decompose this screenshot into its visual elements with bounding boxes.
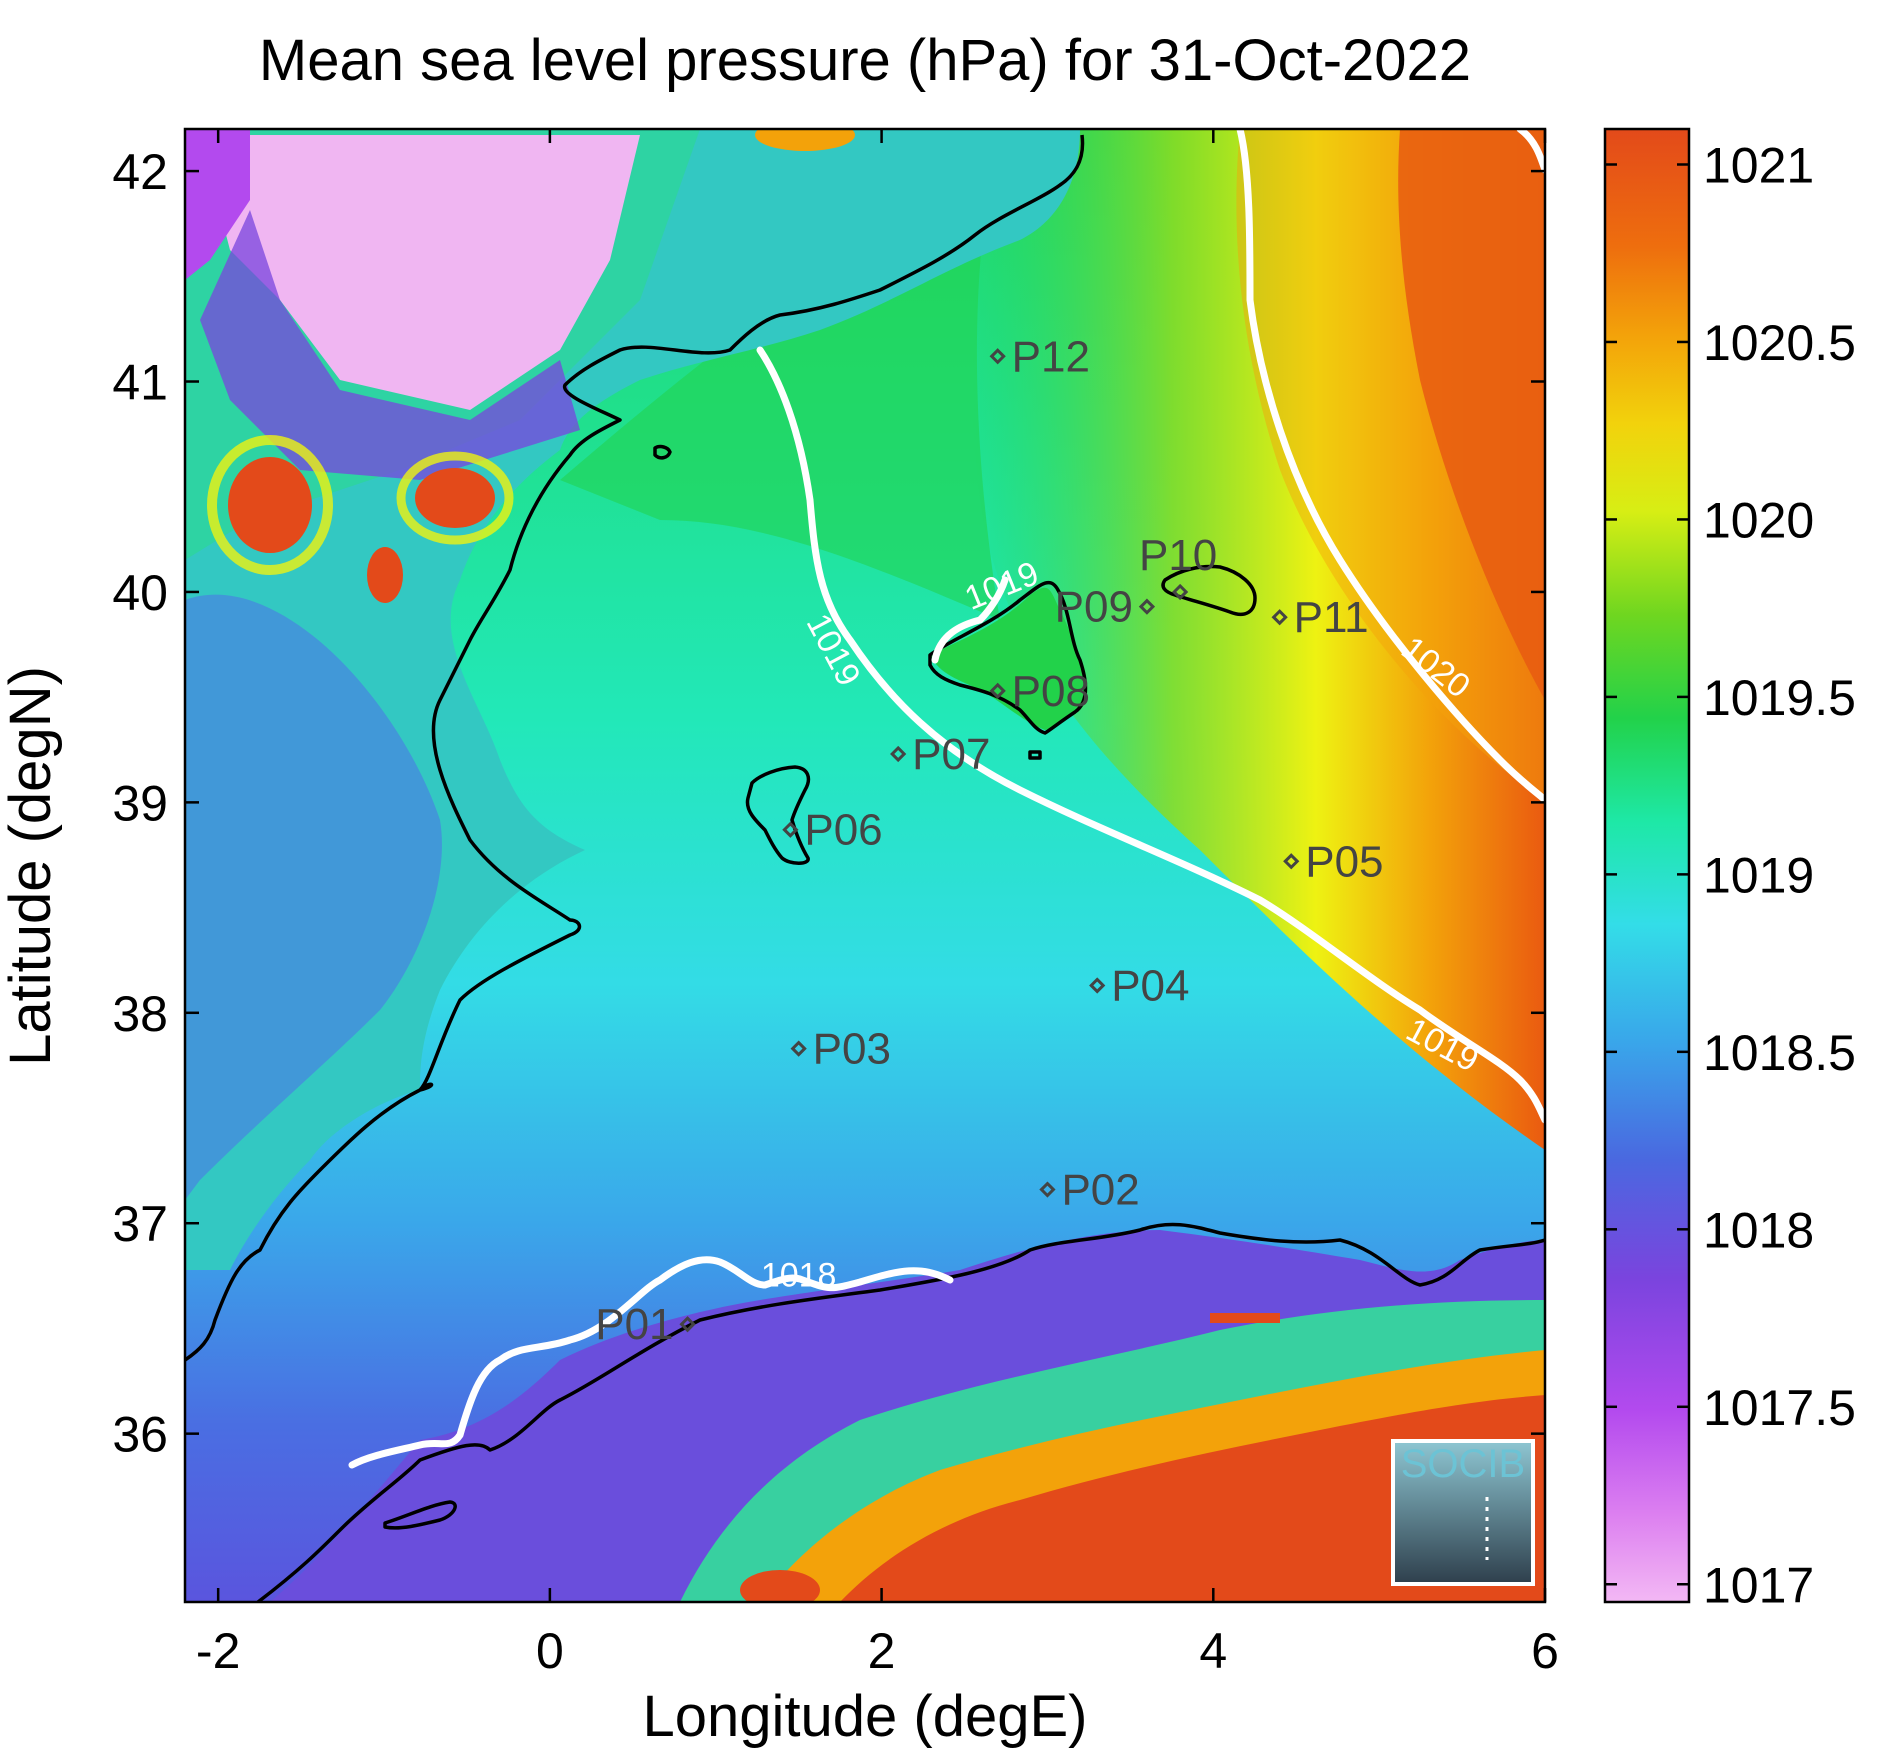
colorbar-tick-label: 1020.5 (1703, 315, 1856, 371)
ebro-delta-coastline (653, 444, 672, 460)
iberia-plateau-edge (185, 129, 250, 280)
coastlines (185, 134, 1545, 1602)
colorbar-tick-label: 1021 (1703, 137, 1814, 193)
africa-coastline (256, 1222, 1545, 1602)
pressure-field (185, 129, 1545, 1602)
station-marker (989, 348, 1006, 365)
iberia-slope (200, 210, 580, 480)
x-axis-label: Longitude (degE) (643, 1684, 1088, 1749)
station-label: P05 (1305, 837, 1383, 886)
y-tick-label: 39 (112, 775, 168, 831)
warm-spot-1-ring (207, 435, 333, 575)
warm-spot-1 (228, 457, 312, 553)
warm-spot-africa-2 (1210, 1313, 1280, 1323)
colorbar-tick-label: 1020 (1703, 492, 1814, 548)
station-label: P11 (1294, 593, 1369, 642)
warm-spot-2 (415, 468, 495, 528)
x-axis: -2 0 2 4 6 (196, 129, 1559, 1679)
cabrera-coastline (1028, 750, 1042, 760)
station-marker (1271, 609, 1288, 626)
x-tick-label: 4 (1199, 1623, 1227, 1679)
colorbar-tick-label: 1019.5 (1703, 670, 1856, 726)
station-label: P07 (912, 730, 990, 779)
y-axis-label: Latitude (degN) (0, 666, 63, 1066)
station-marker (1039, 1181, 1056, 1198)
iberia-coastline (185, 134, 1085, 1362)
station-marker (782, 821, 799, 838)
x-tick-label: 6 (1531, 1623, 1559, 1679)
contour-label: 1018 (761, 1256, 837, 1294)
high-pressure-region (971, 129, 1545, 1150)
africa-high-pressure (840, 1395, 1545, 1602)
alboran-island-coastline (383, 1500, 457, 1530)
menorca-coastline (1161, 564, 1257, 617)
contour-1020 (1236, 129, 1545, 804)
station-label: P04 (1111, 961, 1189, 1010)
station-marker (790, 1040, 807, 1057)
x-tick-label: 0 (536, 1623, 564, 1679)
station-marker (679, 1316, 696, 1333)
station-marker (1138, 598, 1156, 615)
station-label: P06 (804, 806, 882, 855)
chart-title: Mean sea level pressure (hPa) for 31-Oct… (259, 28, 1471, 93)
y-tick-label: 38 (112, 986, 168, 1042)
contour-lines (348, 129, 1545, 1469)
contour-1019-mallorca (931, 576, 1009, 664)
station-marker (1089, 977, 1106, 994)
station-label: P08 (1012, 667, 1090, 716)
station-label: P09 (1055, 583, 1133, 632)
iberia-plateau-low (200, 135, 640, 410)
contour-1019-main (756, 346, 1545, 1124)
socib-logo: SOCIB (1391, 1439, 1535, 1586)
plot-frame (183, 127, 1547, 1604)
colorbar-tick-label: 1019 (1703, 847, 1814, 903)
contour-1021 (1516, 129, 1545, 174)
y-tick-label: 40 (112, 565, 168, 621)
station-label: P01 (595, 1300, 673, 1349)
colorbar (1603, 127, 1691, 1604)
colorbar-ticks: 1017 1017.5 1018 1018.5 1019 1019.5 1020 1020.5… (1605, 137, 1856, 1613)
y-tick-label: 37 (112, 1196, 168, 1252)
station-marker (890, 745, 907, 763)
y-tick-label: 41 (112, 355, 168, 411)
warm-spot-2-ring (396, 451, 514, 545)
y-axis: 36 37 38 39 40 41 42 (112, 144, 1545, 1463)
mallorca-coastline (928, 580, 1088, 735)
iberia-southeast (185, 594, 442, 1200)
colorbar-tick-label: 1017.5 (1703, 1380, 1856, 1436)
high-pressure-peak (1398, 129, 1545, 700)
station-marker (1283, 853, 1300, 870)
warm-spot-4 (755, 129, 855, 151)
socib-logo-text: SOCIB (1401, 1442, 1525, 1486)
x-tick-label: -2 (196, 1623, 240, 1679)
colorbar-tick-label: 1018 (1703, 1202, 1814, 1258)
y-tick-label: 42 (112, 144, 168, 200)
station-label: P03 (813, 1025, 891, 1074)
x-tick-label: 2 (868, 1623, 896, 1679)
colorbar-tick-label: 1017 (1703, 1557, 1814, 1613)
station-label: P02 (1061, 1166, 1139, 1215)
station-label: P12 (1012, 332, 1090, 381)
station-marker (1171, 583, 1189, 601)
station-marker (989, 682, 1006, 699)
y-tick-label: 36 (112, 1407, 168, 1463)
warm-spot-africa (740, 1570, 820, 1602)
contour-1018 (348, 1256, 954, 1469)
station-label: P10 (1139, 531, 1217, 580)
warm-spot-3 (367, 547, 403, 603)
mallorca-land (930, 587, 1084, 730)
ibiza-coastline (745, 765, 811, 865)
colorbar-tick-label: 1018.5 (1703, 1025, 1856, 1081)
socib-logo-box (1391, 1439, 1535, 1586)
